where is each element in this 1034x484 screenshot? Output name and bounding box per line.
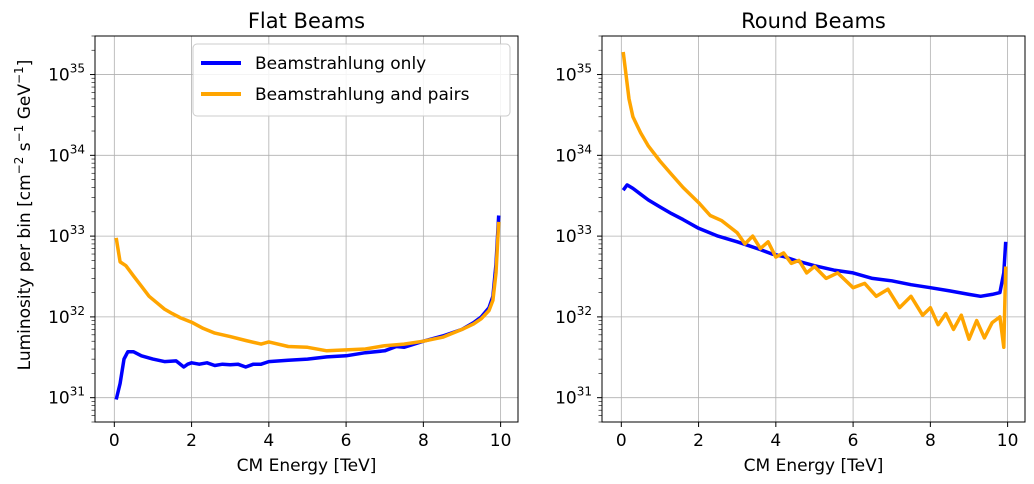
y-tick-label: 1031 xyxy=(555,385,592,409)
x-tick-label: 8 xyxy=(925,431,936,451)
y-tick-base: 10 xyxy=(48,389,70,409)
y-tick-label: 1035 xyxy=(555,62,592,86)
y-tick-label: 1032 xyxy=(48,304,85,328)
y-tick-label: 1034 xyxy=(48,142,85,166)
plot-frame xyxy=(94,35,519,423)
y-tick-exponent: 33 xyxy=(577,223,592,237)
x-tick-label: 2 xyxy=(693,431,704,451)
x-tick-label: 10 xyxy=(490,431,512,451)
y-tick-base: 10 xyxy=(48,146,70,166)
y-tick-base: 10 xyxy=(555,146,577,166)
ylabel-text-end: ] xyxy=(15,60,35,67)
x-tick-label: 6 xyxy=(848,431,859,451)
round-beamstrahlung-only-line xyxy=(621,183,1008,299)
ylabel-text-main: Luminosity per bin [cm xyxy=(15,174,35,370)
y-tick-label: 1032 xyxy=(555,304,592,328)
y-tick-label: 1033 xyxy=(48,223,85,247)
round-chart-title: Round Beams xyxy=(741,9,886,33)
flat-beamstrahlung-only-line xyxy=(114,215,501,400)
plot-frame xyxy=(601,35,1026,423)
y-tick-base: 10 xyxy=(555,66,577,86)
ylabel-text-mid-2: GeV xyxy=(15,84,35,125)
x-tick-label: 10 xyxy=(997,431,1019,451)
y-tick-exponent: 35 xyxy=(577,62,592,76)
y-tick-exponent: 34 xyxy=(577,142,592,156)
x-tick-label: 6 xyxy=(341,431,352,451)
flat-beamstrahlung-and-pairs-line xyxy=(114,221,501,353)
x-tick-label: 4 xyxy=(770,431,781,451)
y-tick-label: 1034 xyxy=(555,142,592,166)
y-tick-base: 10 xyxy=(48,66,70,86)
flat-x-axis-label: CM Energy [TeV] xyxy=(237,456,377,476)
x-tick-label: 0 xyxy=(109,431,120,451)
y-tick-label: 1031 xyxy=(48,385,85,409)
y-tick-exponent: 33 xyxy=(70,223,85,237)
ylabel-sup-2: −1 xyxy=(12,125,26,143)
x-tick-label: 4 xyxy=(263,431,274,451)
y-tick-base: 10 xyxy=(555,389,577,409)
y-tick-base: 10 xyxy=(48,227,70,247)
y-tick-label: 1033 xyxy=(555,223,592,247)
x-tick-label: 2 xyxy=(186,431,197,451)
flat-chart-title: Flat Beams xyxy=(248,9,365,33)
y-tick-base: 10 xyxy=(555,227,577,247)
y-axis-label: Luminosity per bin [cm−2 s−1 GeV−1] xyxy=(12,60,35,371)
legend-box xyxy=(192,43,511,117)
legend-label: Beamstrahlung only xyxy=(255,54,426,74)
y-tick-exponent: 31 xyxy=(70,385,85,399)
x-tick-label: 8 xyxy=(418,431,429,451)
x-tick-label: 0 xyxy=(616,431,627,451)
y-tick-exponent: 34 xyxy=(70,142,85,156)
y-tick-exponent: 31 xyxy=(577,385,592,399)
ylabel-sup-3: −1 xyxy=(12,66,26,84)
y-tick-base: 10 xyxy=(48,308,70,328)
y-tick-exponent: 35 xyxy=(70,62,85,76)
legend-label: Beamstrahlung and pairs xyxy=(255,85,470,105)
y-tick-exponent: 32 xyxy=(577,304,592,318)
y-tick-label: 1035 xyxy=(48,62,85,86)
round-beamstrahlung-and-pairs-line xyxy=(621,51,1008,350)
ylabel-text-mid-1: s xyxy=(15,142,35,156)
ylabel-sup-1: −2 xyxy=(12,157,26,175)
round-x-axis-label: CM Energy [TeV] xyxy=(744,456,884,476)
y-tick-base: 10 xyxy=(555,308,577,328)
y-tick-exponent: 32 xyxy=(70,304,85,318)
